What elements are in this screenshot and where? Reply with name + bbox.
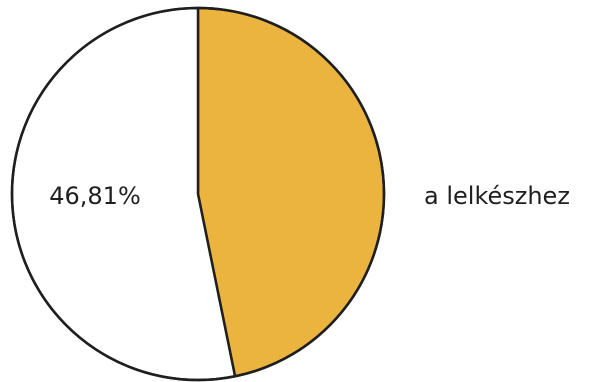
pie-slice-1 <box>196 6 386 378</box>
slice-category-label: a lelkészhez <box>424 182 570 210</box>
pie-outline <box>10 6 386 382</box>
slice-percent-label: 46,81% <box>49 182 141 210</box>
